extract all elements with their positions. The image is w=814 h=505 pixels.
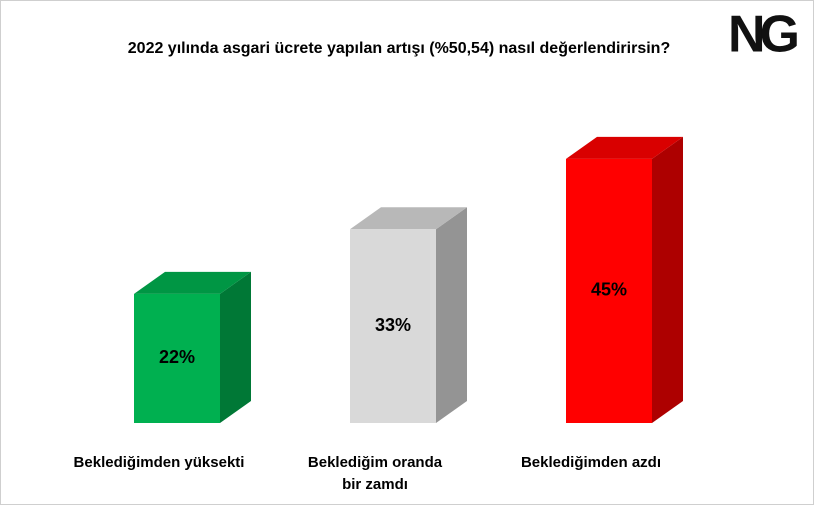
logo: NG [728, 6, 798, 64]
category-label: Beklediğimden azdı [520, 454, 662, 471]
value-label: 45% [591, 280, 627, 300]
bar-top [134, 271, 251, 294]
bar [566, 158, 652, 423]
chart-title: 2022 yılında asgari ücrete yapılan artış… [128, 40, 670, 57]
bar-top [350, 207, 467, 230]
value-label: 33% [375, 315, 411, 335]
bar-side [436, 207, 467, 423]
bar-side [652, 136, 683, 423]
bar [350, 229, 436, 423]
bar-side [220, 271, 251, 423]
bar [134, 293, 220, 423]
category-label: Beklediğim oranda bir zamdı [307, 454, 443, 493]
bar-top [566, 136, 683, 159]
category-label: Beklediğimden yüksekti [73, 454, 245, 471]
value-label: 22% [159, 347, 195, 367]
